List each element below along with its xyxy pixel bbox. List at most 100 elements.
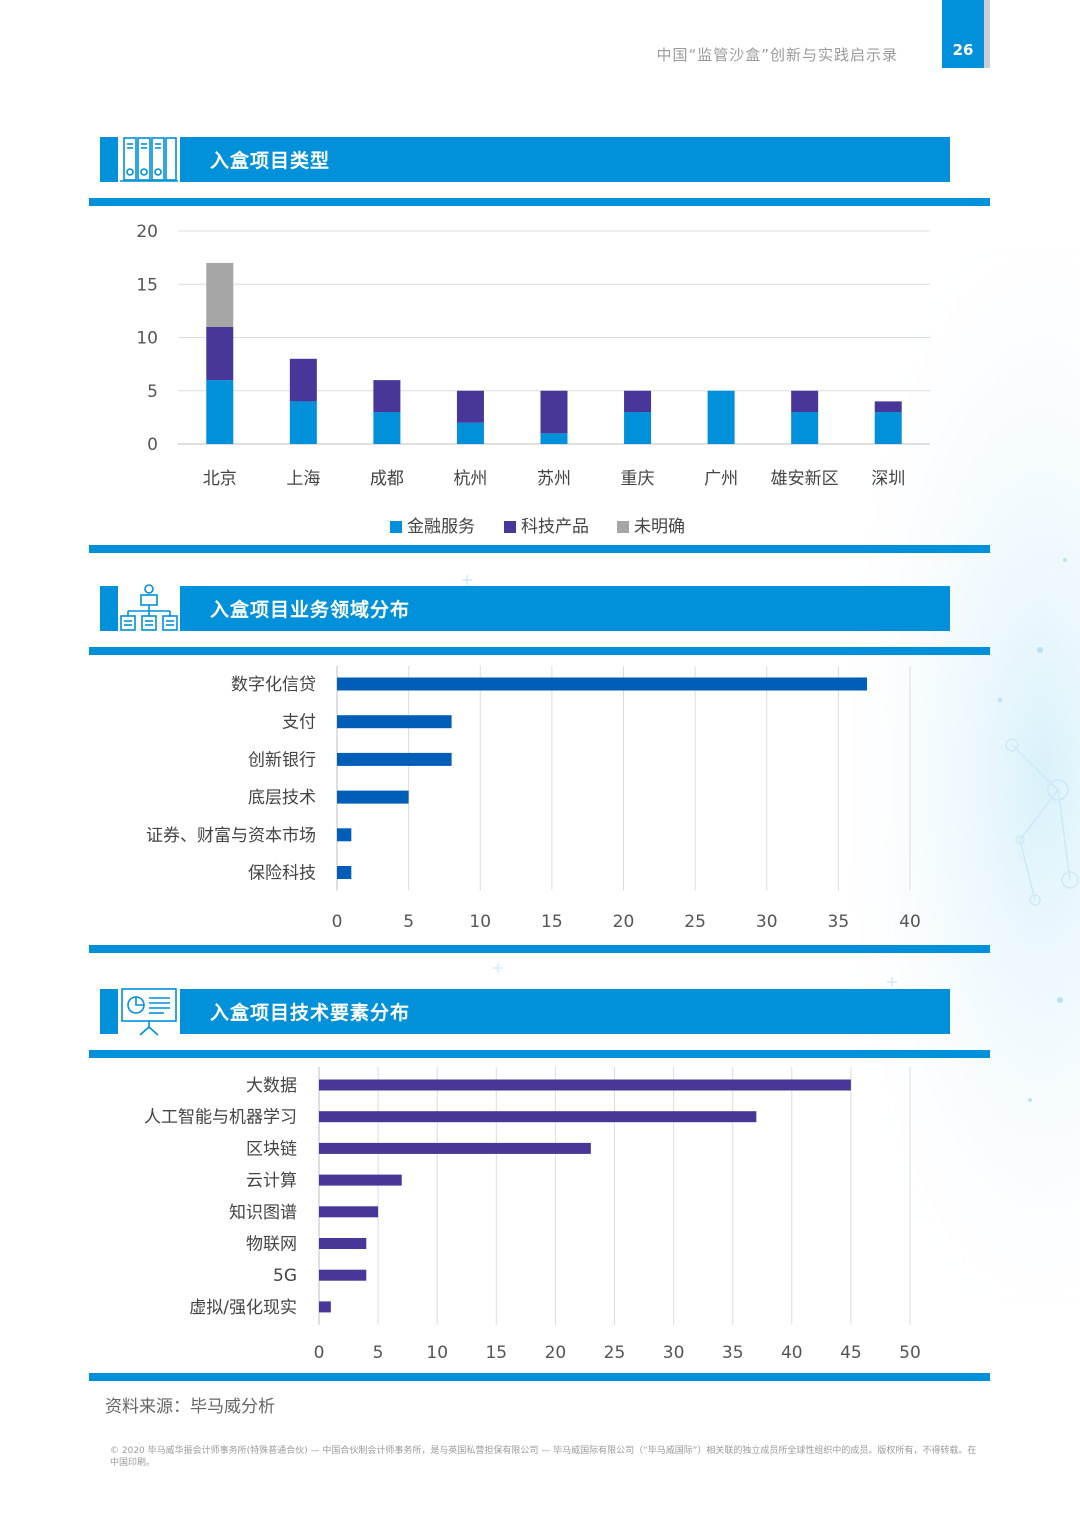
x-tick-label: 深圳	[871, 469, 905, 489]
y-tick-label: 15	[136, 275, 158, 295]
legend-item-finance: 金融服务	[390, 512, 475, 537]
org-chart-icon	[120, 584, 178, 631]
bar-tech	[540, 390, 568, 434]
bar-unclear	[206, 262, 234, 327]
section-header-project-types: 入盒项目类型	[100, 134, 950, 185]
bar	[337, 677, 868, 691]
legend-item-unclear: 未明确	[617, 512, 685, 537]
bar	[337, 828, 352, 842]
bar	[319, 1206, 379, 1218]
x-tick-label: 35	[722, 1343, 744, 1363]
x-tick-label: 20	[613, 912, 635, 932]
y-tick-label: 10	[136, 329, 158, 349]
y-tick-label: 0	[147, 435, 158, 455]
x-tick-label: 成都	[370, 469, 404, 489]
bar	[319, 1269, 367, 1281]
document-title: 中国“监管沙盒”创新与实践启示录	[656, 46, 898, 64]
bar-finance	[456, 422, 484, 444]
x-tick-label: 15	[541, 912, 563, 932]
y-category-label: 区块链	[246, 1139, 297, 1159]
bar	[319, 1238, 367, 1249]
x-tick-label: 0	[314, 1343, 325, 1363]
bar	[319, 1142, 591, 1154]
bar-finance	[373, 412, 401, 444]
bar	[319, 1174, 402, 1186]
bar	[337, 790, 409, 804]
bar-tech	[206, 326, 234, 381]
x-tick-label: 50	[899, 1343, 921, 1363]
bar	[319, 1301, 331, 1313]
divider-rule	[89, 1050, 990, 1058]
binders-icon	[120, 137, 178, 182]
section-header-tech-elements: 入盒项目技术要素分布	[100, 986, 950, 1037]
bar-finance	[206, 380, 234, 444]
y-category-label: 保险科技	[248, 864, 316, 884]
page-number: 26	[952, 41, 974, 59]
bar-finance	[874, 412, 902, 444]
y-category-label: 大数据	[246, 1076, 297, 1096]
x-tick-label: 40	[781, 1343, 803, 1363]
y-category-label: 物联网	[246, 1235, 297, 1255]
divider-rule	[89, 198, 990, 206]
x-tick-label: 15	[485, 1343, 507, 1363]
bar-tech	[456, 390, 484, 423]
bar-finance	[540, 433, 568, 444]
x-tick-label: 重庆	[621, 469, 655, 489]
y-category-label: 证券、财富与资本市场	[146, 826, 316, 846]
divider-rule	[89, 1373, 990, 1381]
section-title: 入盒项目技术要素分布	[210, 1002, 411, 1024]
x-tick-label: 45	[840, 1343, 862, 1363]
x-tick-label: 30	[663, 1343, 685, 1363]
x-tick-label: 杭州	[453, 469, 487, 489]
y-category-label: 创新银行	[248, 750, 316, 770]
source-note: 资料来源：毕马威分析	[105, 1397, 275, 1417]
bar-finance	[624, 412, 652, 444]
section-title: 入盒项目业务领域分布	[210, 599, 411, 621]
y-tick-label: 20	[136, 222, 158, 242]
bar-tech	[289, 358, 317, 402]
x-tick-label: 30	[756, 912, 778, 932]
bar-tech	[624, 390, 652, 413]
x-tick-label: 5	[403, 912, 414, 932]
x-tick-label: 10	[426, 1343, 448, 1363]
y-category-label: 人工智能与机器学习	[144, 1108, 297, 1128]
x-tick-label: 20	[545, 1343, 567, 1363]
bar	[337, 866, 352, 879]
y-tick-label: 5	[147, 382, 158, 402]
bar-finance	[707, 390, 735, 444]
y-category-label: 知识图谱	[229, 1203, 297, 1223]
x-tick-label: 北京	[203, 469, 237, 489]
bar	[337, 752, 452, 766]
divider-rule	[89, 945, 990, 953]
y-category-label: 底层技术	[248, 788, 316, 808]
legend-item-tech: 科技产品	[504, 512, 589, 537]
y-category-label: 支付	[282, 713, 316, 733]
x-tick-label: 25	[684, 912, 706, 932]
bar	[319, 1079, 851, 1091]
x-tick-label: 35	[828, 912, 850, 932]
x-tick-label: 25	[604, 1343, 626, 1363]
y-category-label: 数字化信贷	[231, 675, 316, 695]
y-category-label: 虚拟/强化现实	[189, 1298, 297, 1318]
x-tick-label: 5	[373, 1343, 384, 1363]
x-tick-label: 上海	[286, 469, 320, 489]
bar	[337, 715, 452, 729]
x-tick-label: 0	[332, 912, 343, 932]
bar-tech	[791, 390, 819, 413]
presentation-board-icon	[121, 988, 177, 1036]
x-tick-label: 雄安新区	[771, 469, 839, 489]
y-category-label: 云计算	[246, 1171, 297, 1191]
divider-rule	[89, 647, 990, 655]
divider-rule	[89, 545, 990, 553]
bar-tech	[373, 380, 401, 413]
page-number-tab	[942, 0, 990, 68]
x-tick-label: 40	[899, 912, 921, 932]
bar-tech	[874, 401, 902, 413]
copyright-notice: © 2020 毕马威华振会计师事务所(特殊普通合伙) — 中国合伙制会计师事务所…	[110, 1446, 977, 1468]
x-tick-label: 10	[469, 912, 491, 932]
x-tick-label: 广州	[704, 469, 738, 489]
bar-finance	[289, 401, 317, 444]
section-title: 入盒项目类型	[210, 150, 331, 172]
bar	[319, 1111, 757, 1123]
